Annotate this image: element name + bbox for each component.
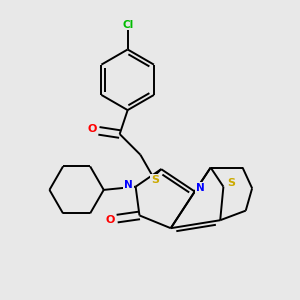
Text: S: S <box>227 178 236 188</box>
Text: N: N <box>196 183 205 193</box>
Text: S: S <box>151 175 159 185</box>
Text: N: N <box>124 180 133 190</box>
Text: O: O <box>87 124 97 134</box>
Text: O: O <box>105 215 115 225</box>
Text: Cl: Cl <box>122 20 133 30</box>
